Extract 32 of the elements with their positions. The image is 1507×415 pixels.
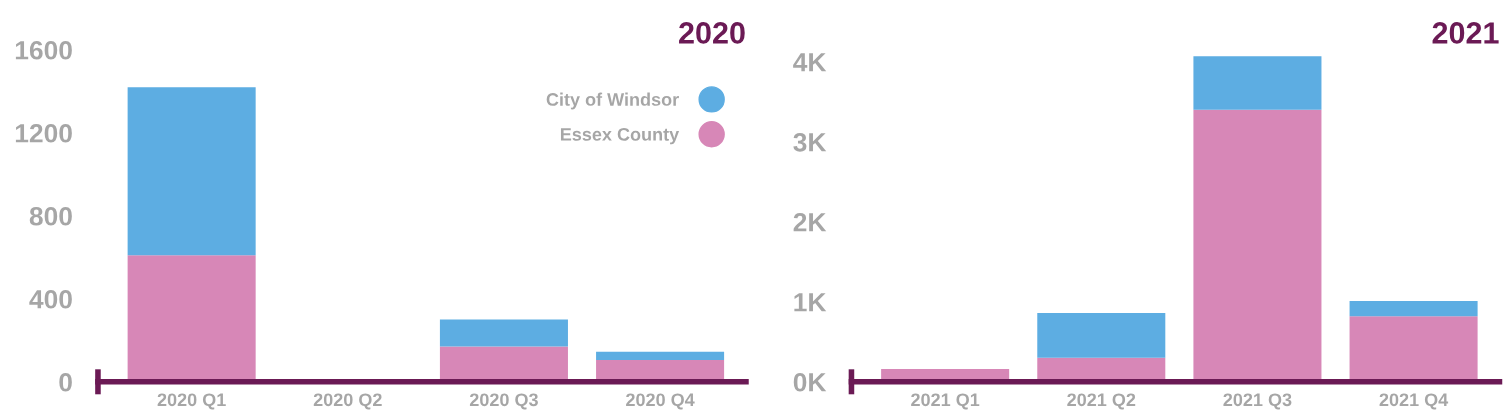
bar [596,351,725,361]
x-tick-label: 2020 Q3 [469,393,538,410]
y-tick-label: 0K [793,372,827,392]
x-tick-label: 2021 Q2 [1067,393,1136,410]
chart-title: 2020 [679,22,745,44]
bar [1193,56,1322,110]
x-tick-label: 2021 Q3 [1223,393,1292,410]
y-tick-label: 3K [793,132,827,152]
y-tick-label: 2K [793,212,827,232]
legend-label: Essex County [560,127,680,145]
y-tick-label: 4K [793,53,827,72]
bar [127,87,256,256]
x-tick-label: 2020 Q2 [313,393,382,410]
x-tick-label: 2020 Q4 [626,393,695,410]
bar [439,319,568,347]
bar [1349,316,1478,382]
y-tick-label: 1K [794,293,827,312]
x-tick-label: 2021 Q1 [911,393,980,410]
x-tick-label: 2020 Q1 [157,393,226,410]
chart-title: 2021 [1432,22,1499,44]
x-tick-label: 2021 Q4 [1379,393,1449,410]
bar [127,255,256,382]
y-tick-label: 400 [29,289,72,309]
y-tick-label: 0 [59,372,72,392]
legend-label: City of Windsor [546,92,679,110]
bar [439,346,568,382]
bar [1037,313,1166,358]
bar [1349,301,1478,317]
y-tick-label: 1600 [15,40,72,60]
y-tick-label: 800 [29,206,72,226]
y-tick-label: 1200 [15,123,72,143]
bar [1193,109,1322,382]
